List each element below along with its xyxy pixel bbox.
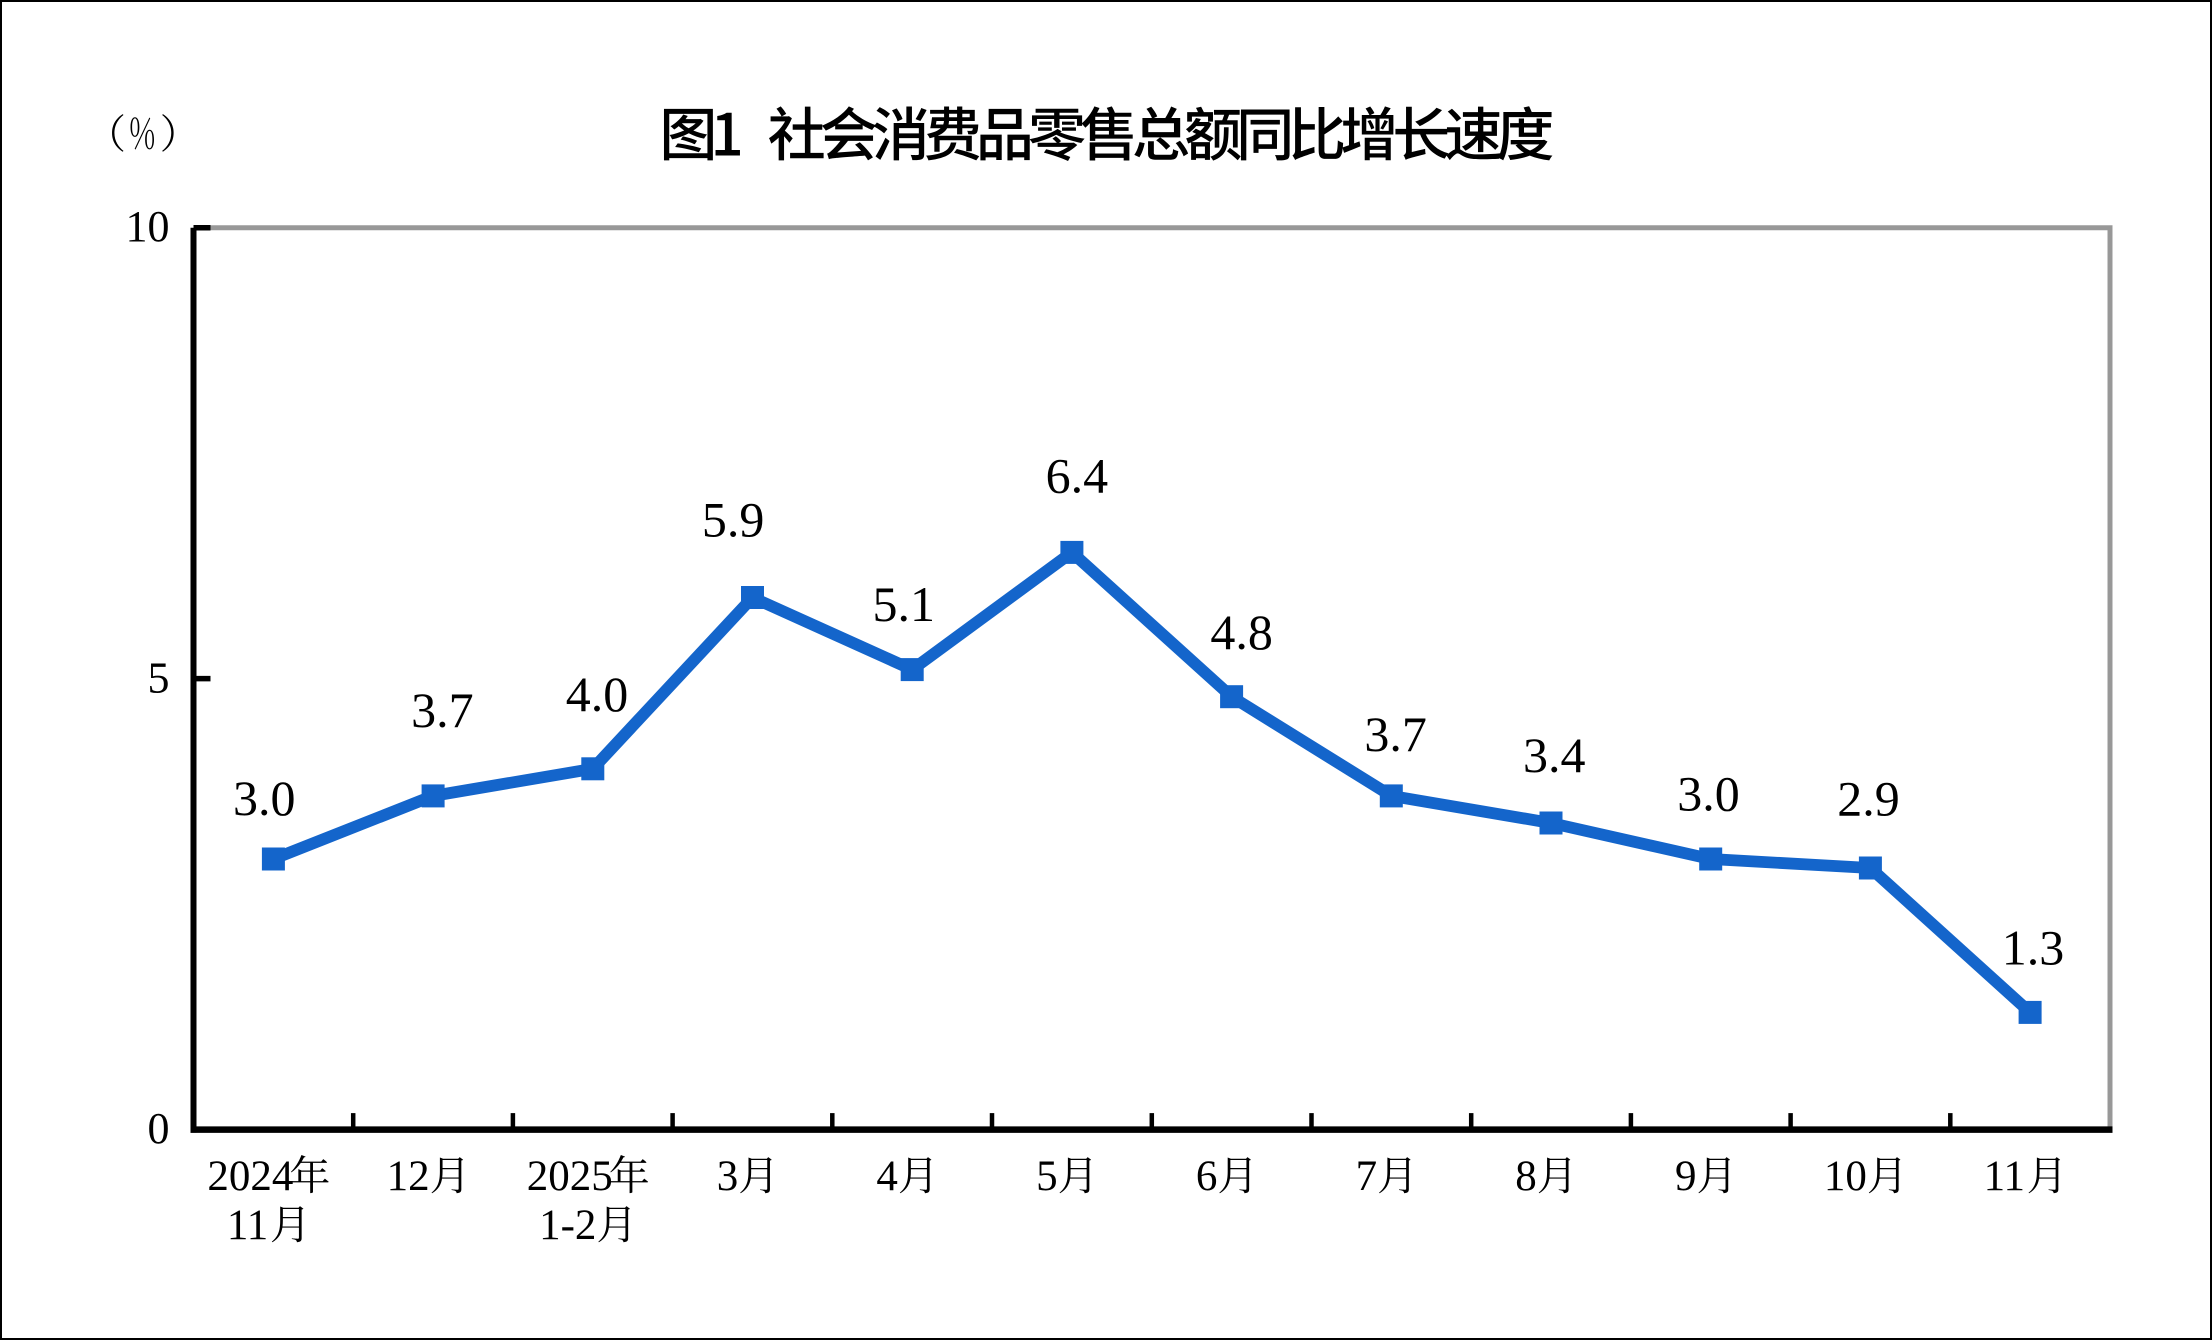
svg-text:3.7: 3.7: [1364, 706, 1427, 762]
svg-text:5: 5: [148, 654, 170, 703]
svg-text:4.0: 4.0: [566, 666, 629, 722]
svg-text:5.1: 5.1: [873, 576, 936, 632]
svg-text:6.4: 6.4: [1046, 448, 1109, 504]
svg-text:7: 7: [1356, 1153, 1378, 1200]
svg-text:4: 4: [876, 1153, 898, 1200]
svg-text:2.9: 2.9: [1837, 771, 1900, 827]
svg-text:0: 0: [148, 1104, 170, 1153]
svg-text:6: 6: [1196, 1153, 1218, 1200]
svg-text:11: 11: [1984, 1153, 2025, 1200]
svg-text:11: 11: [227, 1202, 268, 1249]
svg-text:3.0: 3.0: [233, 770, 296, 826]
svg-text:8: 8: [1515, 1153, 1537, 1200]
svg-text:3.4: 3.4: [1523, 727, 1586, 783]
svg-text:3.7: 3.7: [411, 682, 474, 738]
svg-text:10: 10: [126, 202, 170, 251]
svg-text:1.3: 1.3: [2002, 919, 2065, 975]
svg-text:5: 5: [1036, 1153, 1058, 1200]
svg-text:3.0: 3.0: [1677, 765, 1740, 821]
svg-text:2025: 2025: [527, 1153, 613, 1200]
svg-text:1-2: 1-2: [539, 1202, 596, 1249]
svg-text:12: 12: [387, 1153, 430, 1200]
svg-text:5.9: 5.9: [702, 492, 765, 548]
svg-text:10: 10: [1824, 1153, 1867, 1200]
svg-text:4.8: 4.8: [1210, 604, 1273, 660]
svg-text:9: 9: [1675, 1153, 1697, 1200]
svg-text:2024: 2024: [207, 1153, 293, 1200]
svg-text:3: 3: [717, 1153, 739, 1200]
